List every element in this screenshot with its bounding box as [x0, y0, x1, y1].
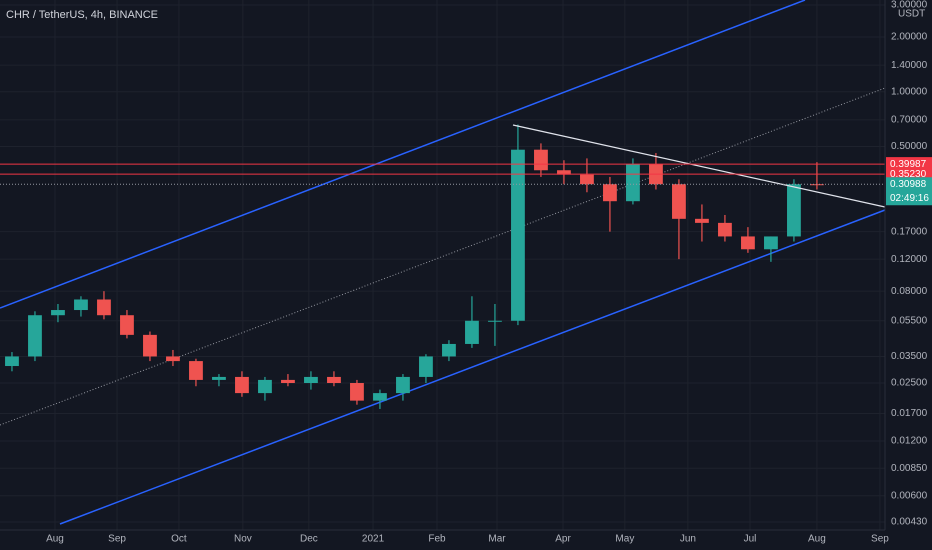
candle-body	[5, 356, 19, 367]
candle-body	[28, 315, 42, 357]
y-tick-label: 0.17000	[891, 226, 928, 237]
chart-title: CHR / TetherUS, 4h, BINANCE	[6, 9, 158, 21]
candle-body	[534, 149, 548, 171]
candle-body	[97, 299, 111, 316]
countdown: 02:49:16	[890, 193, 929, 204]
candle-body	[74, 299, 88, 311]
x-tick-label: Aug	[808, 534, 826, 545]
candle-body	[51, 310, 65, 316]
candle-body	[120, 315, 134, 335]
candle-body	[189, 361, 203, 380]
candle-body	[419, 356, 433, 377]
candle-body	[281, 379, 295, 384]
candles	[5, 124, 824, 409]
x-tick-label: Jun	[680, 534, 696, 545]
channel-lower	[59, 209, 886, 525]
candle-body	[626, 164, 640, 202]
y-tick-label: 0.12000	[891, 254, 928, 265]
currency: USDT	[898, 9, 925, 20]
x-tick-label: Nov	[234, 534, 252, 545]
price-label-box	[886, 177, 932, 206]
candle-body	[465, 320, 479, 344]
candle-body	[764, 236, 778, 250]
candle-body	[166, 356, 180, 362]
candle-body	[143, 334, 157, 357]
y-tick-label: 1.00000	[891, 86, 928, 97]
y-tick-label: 0.02500	[891, 378, 928, 389]
candle-body	[304, 376, 318, 384]
candle-body	[557, 170, 571, 175]
price-lines	[0, 163, 885, 185]
y-tick-label: 0.03500	[891, 351, 928, 362]
price-axis	[885, 0, 932, 550]
y-tick-label: 0.00430	[891, 517, 928, 528]
x-tick-label: Sep	[108, 534, 126, 545]
y-tick-label: 0.00850	[891, 463, 928, 474]
candle-body	[350, 383, 364, 401]
candle-body	[373, 393, 387, 401]
x-tick-label: Sep	[871, 534, 889, 545]
candle-body	[511, 149, 525, 321]
candle-body	[488, 320, 502, 322]
candle-body	[603, 184, 617, 202]
candle-body	[741, 236, 755, 250]
y-tick-label: 3.00000	[891, 0, 928, 11]
x-tick-label: Mar	[488, 534, 506, 545]
candle-body	[212, 376, 226, 380]
y-tick-label: 0.08000	[891, 286, 928, 297]
candle-body	[718, 222, 732, 237]
axis-labels: 3.00000 2.00000 1.40000 1.00000 0.70000 0.500…	[46, 0, 932, 545]
candle-body	[327, 376, 341, 384]
candle-body	[695, 218, 709, 223]
candle-body	[672, 184, 686, 219]
candle-body	[258, 379, 272, 394]
x-tick-label: Dec	[300, 534, 318, 545]
price-label: 0.39987	[890, 159, 927, 170]
trend-line	[512, 124, 886, 208]
y-tick-label: 0.01700	[891, 408, 928, 419]
y-tick-label: 0.00600	[891, 490, 928, 501]
y-tick-label: 2.00000	[891, 32, 928, 43]
candle-body	[442, 343, 456, 357]
price-label: 0.35230	[890, 169, 927, 180]
candle-body	[396, 376, 410, 394]
y-tick-label: 0.01200	[891, 436, 928, 447]
x-tick-label: Aug	[46, 534, 64, 545]
x-tick-label: Feb	[428, 534, 446, 545]
candle-body	[580, 174, 594, 185]
x-tick-label: May	[615, 534, 634, 545]
y-tick-label: 0.50000	[891, 141, 928, 152]
x-tick-label: Jul	[744, 534, 757, 545]
candle-body	[787, 184, 801, 237]
x-tick-label: Apr	[555, 534, 571, 545]
y-tick-label: 1.40000	[891, 60, 928, 71]
y-tick-label: 0.70000	[891, 115, 928, 126]
channel-median	[0, 87, 886, 426]
candle-body	[235, 376, 249, 394]
x-tick-label: Oct	[171, 534, 187, 545]
channel-upper	[0, 0, 806, 309]
y-tick-label: 0.05500	[891, 315, 928, 326]
price-label: 0.30988	[890, 179, 927, 190]
x-tick-label: 2021	[362, 534, 385, 545]
